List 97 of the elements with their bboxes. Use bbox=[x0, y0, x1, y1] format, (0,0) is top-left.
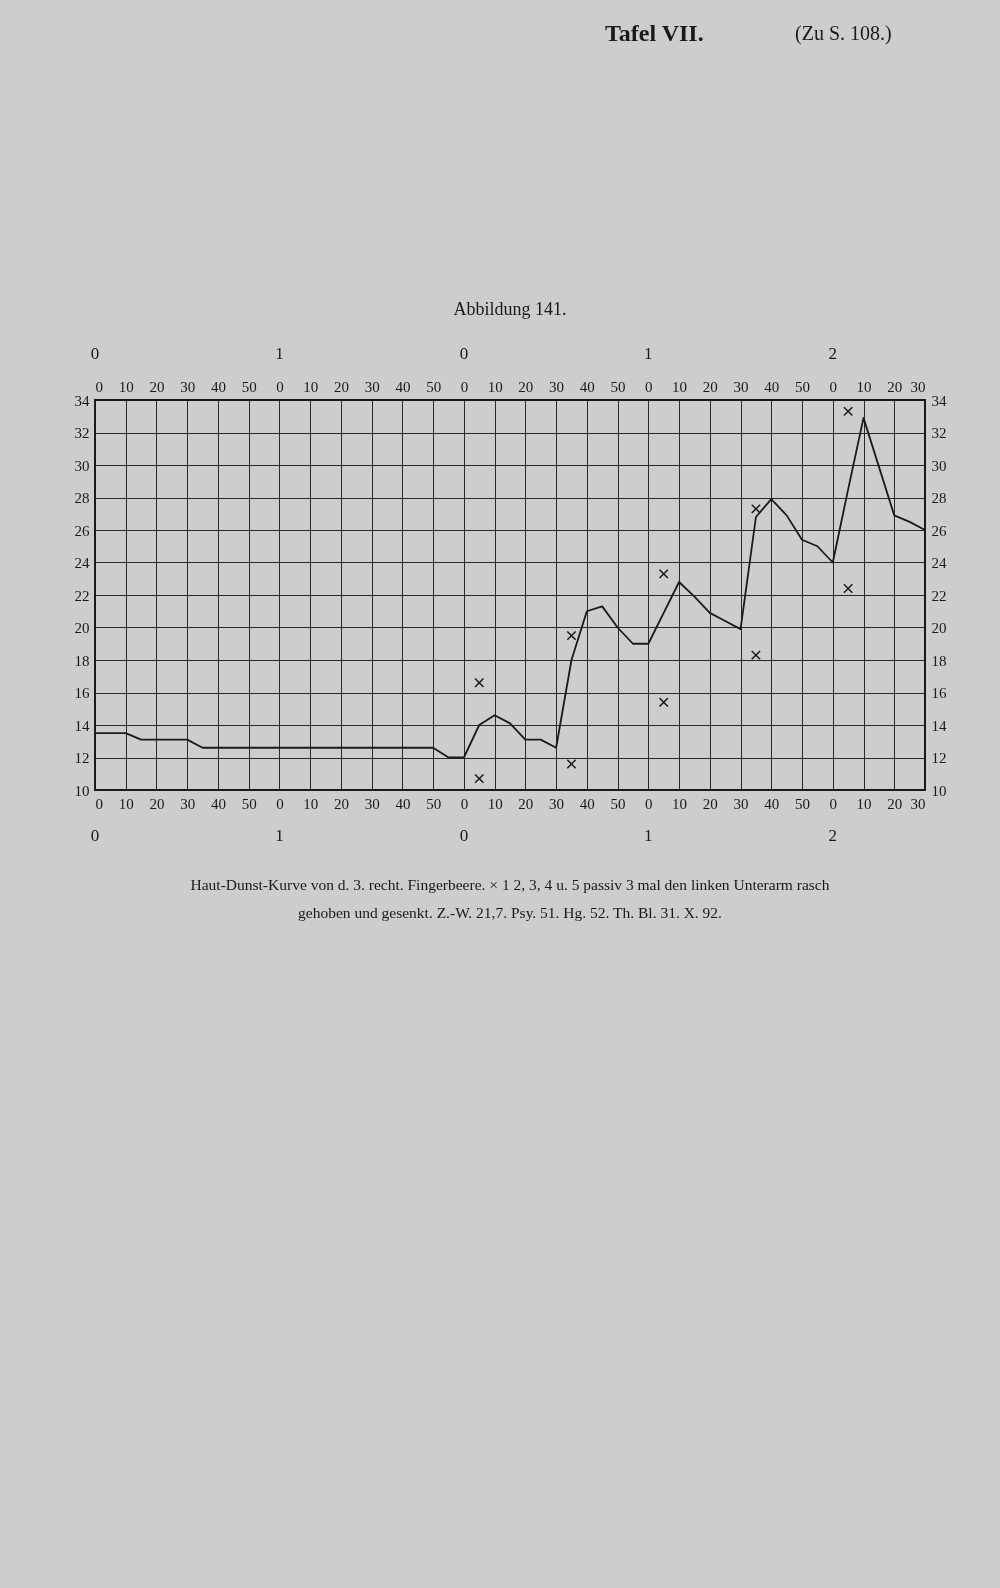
x-tick-label: 40 bbox=[395, 795, 411, 812]
x-tick-label: 30 bbox=[549, 795, 565, 812]
x-tick-label: 0 bbox=[645, 795, 653, 812]
text: 0 bbox=[460, 378, 469, 395]
category-label: 30 bbox=[549, 378, 565, 395]
y2-tick-label: 12 bbox=[931, 750, 947, 766]
x-tick-label: 20 bbox=[702, 795, 718, 812]
category-label: 50 bbox=[795, 378, 811, 395]
y-tick-label: 26 bbox=[74, 522, 90, 539]
x-tick-label: 50 bbox=[426, 795, 442, 812]
category-label: 20 bbox=[887, 378, 903, 395]
y-tick-label: 28 bbox=[74, 490, 90, 506]
category-label: 30 bbox=[910, 378, 926, 395]
y2-tick-label: 34 bbox=[931, 392, 947, 409]
x-tick-label: 30 bbox=[364, 795, 380, 812]
y2-tick-label: 16 bbox=[931, 685, 947, 701]
category-label: 20 bbox=[518, 378, 534, 395]
text: 0 bbox=[90, 344, 100, 363]
y-tick-label: 32 bbox=[74, 425, 90, 441]
y-tick-label: 16 bbox=[74, 685, 90, 701]
y-tick-label: 18 bbox=[74, 652, 90, 669]
y-tick-label: 12 bbox=[74, 750, 90, 766]
category-label: 30 bbox=[364, 378, 380, 395]
category-label: 10 bbox=[672, 378, 688, 395]
category-label: 20 bbox=[333, 378, 349, 395]
category-label: 10 bbox=[487, 378, 503, 395]
x-tick-label: 20 bbox=[149, 795, 165, 812]
y-tick-label: 14 bbox=[74, 717, 90, 734]
category-label: 40 bbox=[210, 378, 226, 395]
text: 2 bbox=[828, 826, 838, 845]
category-label: 10 bbox=[303, 378, 319, 395]
text: 1 bbox=[644, 344, 653, 363]
x-tick-label: 50 bbox=[241, 795, 257, 812]
y2-tick-label: 24 bbox=[931, 555, 947, 571]
y2-tick-label: 26 bbox=[931, 522, 947, 539]
y2-tick-label: 28 bbox=[931, 490, 947, 506]
text: 2 bbox=[828, 344, 838, 363]
text: 0 bbox=[90, 826, 100, 845]
category-label: 40 bbox=[579, 378, 595, 395]
y2-tick-label: 20 bbox=[931, 620, 947, 636]
category-label: 20 bbox=[149, 378, 165, 395]
text: 1 bbox=[275, 826, 284, 845]
x-tick-label: 0 bbox=[276, 795, 284, 812]
y-tick-label: 24 bbox=[74, 555, 90, 571]
text: 0 bbox=[276, 378, 284, 395]
category-label: 20 bbox=[702, 378, 718, 395]
text: 0 bbox=[829, 378, 838, 395]
y2-tick-label: 30 bbox=[931, 457, 947, 474]
x-tick-label: 50 bbox=[795, 795, 811, 812]
chart-title: Abbildung 141. bbox=[453, 299, 567, 319]
x-tick-label: 40 bbox=[210, 795, 226, 812]
x-tick-label: 40 bbox=[764, 795, 780, 812]
x-tick-label: 40 bbox=[579, 795, 595, 812]
x-tick-label: 20 bbox=[333, 795, 349, 812]
x-tick-label: 30 bbox=[180, 795, 196, 812]
y-tick-label: 34 bbox=[74, 392, 90, 409]
category-label: 30 bbox=[733, 378, 749, 395]
text: 1 bbox=[644, 826, 653, 845]
x-tick-label: 0 bbox=[829, 795, 838, 812]
y2-tick-label: 14 bbox=[931, 717, 947, 734]
y2-tick-label: 10 bbox=[931, 782, 947, 799]
x-tick-label: 30 bbox=[733, 795, 749, 812]
y2-tick-label: 22 bbox=[931, 587, 947, 604]
y-tick-label: 10 bbox=[74, 782, 90, 799]
x-tick-label: 0 bbox=[460, 795, 469, 812]
category-label: 10 bbox=[118, 378, 134, 395]
text: 0 bbox=[645, 378, 653, 395]
text: 0 bbox=[95, 378, 103, 395]
x-tick-label: 20 bbox=[887, 795, 903, 812]
x-tick-label: 20 bbox=[518, 795, 534, 812]
text: 0 bbox=[459, 344, 469, 363]
x-tick-label: 10 bbox=[118, 795, 134, 812]
text: 1 bbox=[275, 344, 284, 363]
y2-tick-label: 32 bbox=[931, 425, 947, 441]
category-label: 40 bbox=[764, 378, 780, 395]
category-label: 50 bbox=[610, 378, 626, 395]
text: 0 bbox=[459, 826, 469, 845]
x-tick-label: 30 bbox=[910, 795, 926, 812]
text: Haut-Dunst-Kurve von d. 3. recht. Fingerbeere. × 1 2, 3, 4 u. 5 passiv 3 mal den linken Unterarm rasch bbox=[190, 876, 830, 893]
category-label: 50 bbox=[426, 378, 442, 395]
category-label: 40 bbox=[395, 378, 411, 395]
x-tick-label: 10 bbox=[856, 795, 872, 812]
category-label: 30 bbox=[180, 378, 196, 395]
x-tick-label: 10 bbox=[487, 795, 503, 812]
y-tick-label: 30 bbox=[74, 457, 90, 474]
text: gehoben und gesenkt. Z.-W. 21,7. Psy. 51. Hg. 52. Th. Bl. 31. X. 92. bbox=[298, 904, 722, 921]
y-tick-label: 22 bbox=[74, 587, 90, 604]
category-label: 50 bbox=[241, 378, 257, 395]
x-tick-label: 10 bbox=[303, 795, 319, 812]
text: Tafel VII. bbox=[605, 20, 704, 46]
x-tick-label: 50 bbox=[610, 795, 626, 812]
y2-tick-label: 18 bbox=[931, 652, 947, 669]
text: (Zu S. 108.) bbox=[795, 22, 892, 45]
y-tick-label: 20 bbox=[74, 620, 90, 636]
category-label: 10 bbox=[856, 378, 872, 395]
x-tick-label: 10 bbox=[672, 795, 688, 812]
x-tick-label: 0 bbox=[95, 795, 103, 812]
